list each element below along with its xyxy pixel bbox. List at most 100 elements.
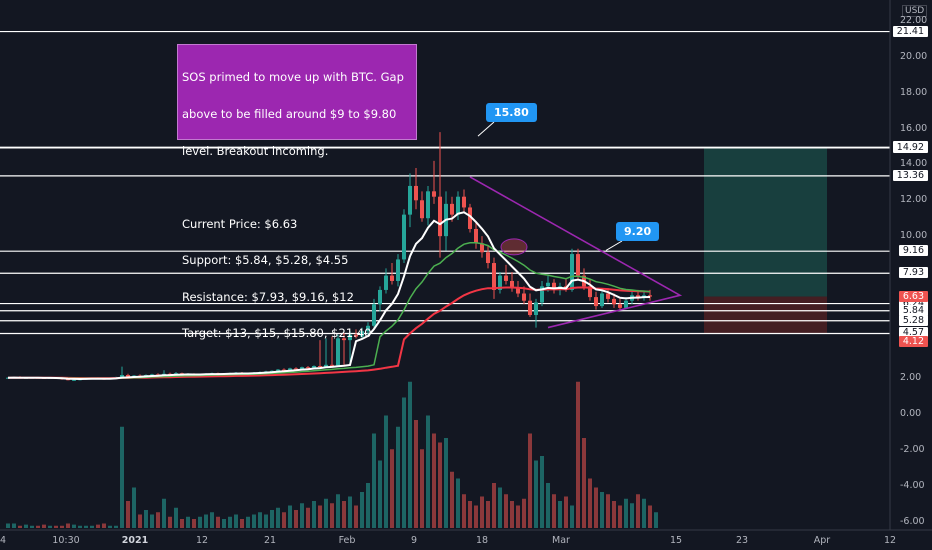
candle-body (516, 288, 520, 294)
candle-body (588, 286, 592, 298)
currency-label: USD (902, 5, 928, 17)
volume-bar (228, 516, 232, 528)
volume-bar (6, 523, 10, 528)
candle-body (318, 366, 322, 367)
level-price-tag: 14.92 (892, 141, 928, 153)
callout-15-80[interactable]: 15.80 (486, 103, 537, 122)
candle-body (342, 338, 346, 341)
volume-bar (54, 525, 58, 528)
time-tick-label: 2021 (121, 535, 149, 546)
moving-averages (7, 211, 651, 381)
candle-body (150, 374, 154, 376)
candle-body (576, 254, 580, 276)
candle-body (306, 367, 310, 369)
level-price-tag: 4.57 (898, 327, 928, 339)
candle-body (480, 243, 484, 253)
candle-body (312, 366, 316, 368)
candle-body (414, 185, 418, 201)
volume-bar (468, 501, 472, 528)
time-tick-label: 12 (195, 535, 209, 546)
note-line: Target: $13, $15, $15.80, $21.40 (182, 326, 372, 341)
volume-bar (348, 496, 352, 528)
candle-body (294, 368, 298, 370)
volume-bar (642, 498, 646, 528)
price-tick-label: 0.00 (900, 408, 922, 419)
volume-bar (282, 512, 286, 528)
candle-body (366, 325, 370, 332)
volume-bar (582, 438, 586, 528)
volume-bar (222, 519, 226, 528)
level-price-tag: 9.16 (898, 245, 928, 257)
position-tool[interactable] (704, 147, 827, 334)
volume-bar (180, 519, 184, 528)
candle-body (360, 331, 364, 337)
price-tick-label: 12.00 (900, 194, 928, 206)
volume-bar (48, 525, 52, 528)
volume-bar (546, 483, 550, 528)
volume-bar (456, 478, 460, 528)
time-tick-label: 4 (0, 535, 7, 546)
volume-bar (630, 503, 634, 528)
candle-body (624, 300, 628, 308)
volume-bar (96, 524, 100, 528)
annotation-note[interactable]: SOS primed to move up with BTC. Gap abov… (177, 44, 417, 340)
volume-bar (372, 433, 376, 528)
candle-body (540, 286, 544, 303)
volume-bar (612, 501, 616, 528)
volume-bar (210, 512, 214, 528)
volume-bar (606, 494, 610, 528)
time-tick-label: Mar (552, 535, 570, 546)
volume-bar (114, 525, 118, 528)
triangle-pattern[interactable] (469, 121, 683, 329)
volume-bar (156, 512, 160, 528)
horizontal-levels[interactable] (0, 30, 890, 335)
volume-bar (318, 505, 322, 528)
price-tick-label: -2.00 (900, 444, 925, 455)
callout-9-20[interactable]: 9.20 (616, 222, 660, 241)
volume-bar (162, 498, 166, 528)
candle-body (372, 304, 376, 326)
candle-body (402, 214, 406, 260)
candle-body (552, 282, 556, 290)
volume-bar (396, 426, 400, 528)
volume-bar (624, 498, 628, 528)
volume-bar (450, 471, 454, 528)
volume-bar (90, 525, 94, 528)
candle-body (618, 304, 622, 308)
candles (6, 132, 652, 381)
volume-bar (312, 501, 316, 528)
volume-bar (168, 516, 172, 528)
volume-bar (78, 525, 82, 528)
volume-bar (84, 525, 88, 528)
time-tick-label: 18 (475, 535, 489, 546)
volume-bar (150, 514, 154, 528)
volume-bar (390, 449, 394, 528)
volume-bar (192, 519, 196, 528)
callout-leader (477, 121, 495, 137)
volume-bar (246, 516, 250, 528)
candle-body (636, 295, 640, 298)
note-line: above to be filled around $9 to $9.80 (182, 107, 397, 122)
candle-body (420, 200, 424, 219)
volume-bar (420, 449, 424, 528)
candle-body (324, 364, 328, 367)
candle-body (72, 379, 76, 381)
candle-body (276, 369, 280, 371)
volume-bar (36, 525, 40, 528)
volume-bar (534, 460, 538, 528)
volume-bar (462, 494, 466, 528)
volume-bar (486, 501, 490, 528)
candle-body (348, 334, 352, 341)
volume-bar (186, 516, 190, 528)
volume-bar (558, 501, 562, 528)
candle-body (486, 252, 490, 264)
volume-bar (540, 456, 544, 528)
candle-body (570, 254, 574, 290)
volume-bar (432, 433, 436, 528)
candle-body (384, 275, 388, 290)
volume-bar (300, 503, 304, 528)
gap-marker (500, 238, 528, 256)
triangle-lines (469, 176, 683, 329)
candle-body (528, 300, 532, 316)
